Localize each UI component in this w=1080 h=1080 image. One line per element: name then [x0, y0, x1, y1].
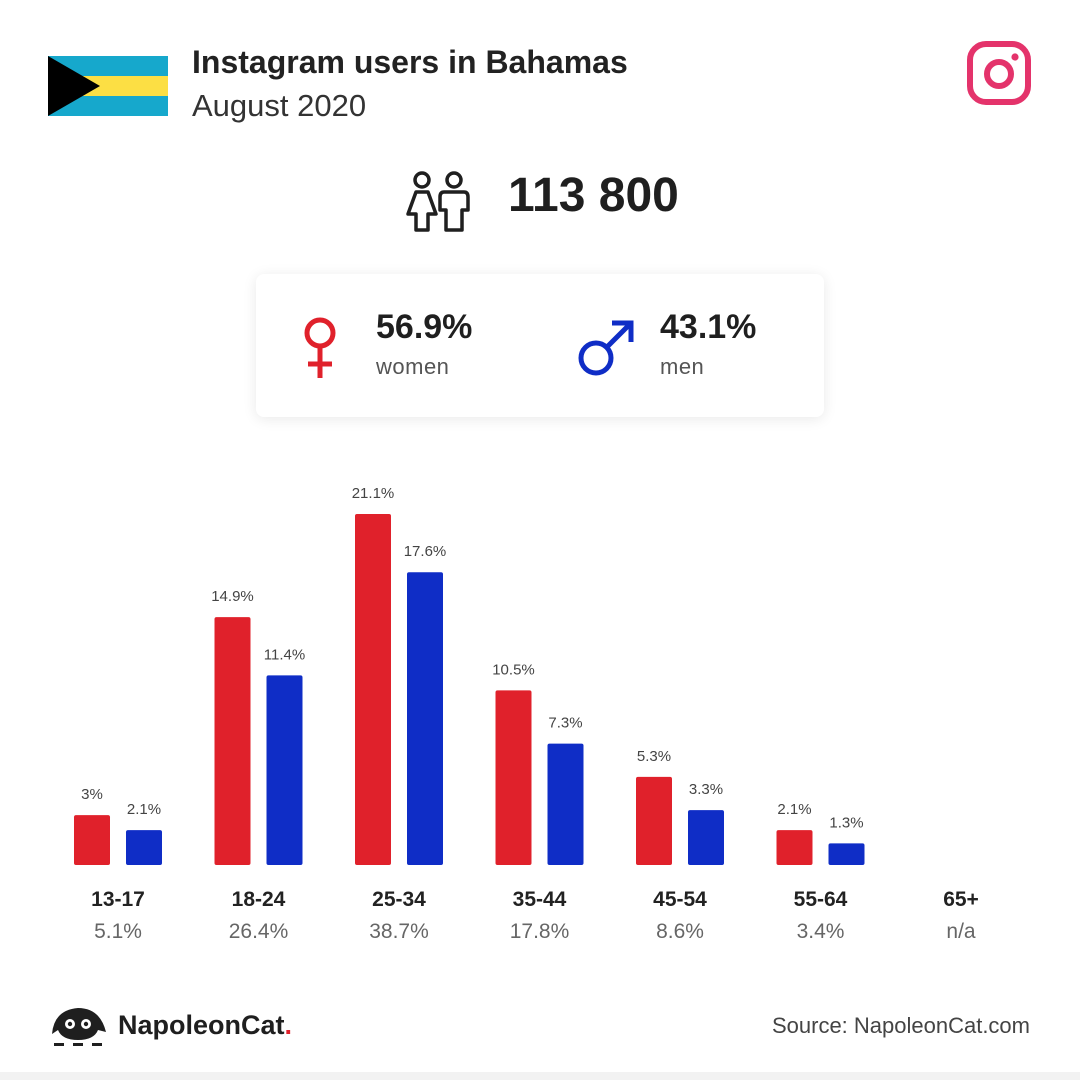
gender-card: 56.9% women 43.1% men	[256, 274, 824, 417]
bar-25-34-s0	[355, 514, 391, 865]
napoleoncat-logo-icon	[52, 1008, 106, 1046]
category-total-13-17: 5.1%	[94, 920, 142, 943]
bar-label-35-44-s0: 10.5%	[492, 661, 535, 678]
bar-35-44-s1	[547, 743, 584, 865]
bar-label-55-64-s0: 2.1%	[777, 801, 811, 818]
male-icon	[578, 320, 634, 376]
women-label: women	[376, 354, 450, 379]
brand-text: NapoleonCat	[118, 1010, 285, 1040]
bar-18-24-s1	[266, 675, 303, 865]
bar-45-54-s0	[636, 776, 672, 865]
category-label-13-17: 13-17	[91, 888, 145, 911]
men-percentage: 43.1%	[660, 308, 757, 346]
bar-18-24-s0	[214, 617, 251, 865]
category-label-18-24: 18-24	[232, 888, 286, 911]
people-icon	[406, 171, 470, 232]
age-chart: 3% 2.1% 13-17 5.1% 14.9% 11.4% 18-24 26.4% 21.1%…	[74, 485, 979, 943]
bar-label-25-34-s1: 17.6%	[404, 543, 447, 560]
category-total-45-54: 8.6%	[656, 920, 704, 943]
category-total-18-24: 26.4%	[229, 920, 289, 943]
category-total-35-44: 17.8%	[510, 920, 570, 943]
category-label-65+: 65+	[943, 888, 979, 911]
brand-dot: .	[284, 1010, 293, 1040]
category-label-25-34: 25-34	[372, 888, 426, 911]
bottom-strip	[0, 1072, 1080, 1080]
category-total-55-64: 3.4%	[797, 920, 845, 943]
page-subtitle: August 2020	[192, 88, 367, 123]
bar-label-45-54-s0: 5.3%	[637, 748, 671, 765]
bar-label-18-24-s0: 14.9%	[211, 588, 254, 605]
bar-45-54-s1	[688, 810, 724, 865]
brand-name: NapoleonCat.	[118, 1010, 292, 1041]
bar-55-64-s0	[776, 830, 813, 865]
female-icon	[304, 317, 336, 378]
bar-label-25-34-s0: 21.1%	[352, 485, 395, 502]
bar-13-17-s0	[74, 815, 110, 865]
page-title: Instagram users in Bahamas	[192, 44, 628, 80]
instagram-icon	[967, 41, 1031, 105]
women-percentage: 56.9%	[376, 308, 473, 346]
bar-35-44-s0	[495, 690, 532, 865]
bar-label-13-17-s0: 3%	[81, 786, 103, 803]
bar-label-35-44-s1: 7.3%	[548, 715, 582, 732]
category-label-55-64: 55-64	[794, 888, 848, 911]
bar-label-55-64-s1: 1.3%	[829, 814, 863, 831]
source-note: Source: NapoleonCat.com	[771, 1013, 1030, 1038]
bar-55-64-s1	[828, 843, 865, 865]
bar-13-17-s1	[126, 830, 162, 865]
category-total-25-34: 38.7%	[369, 920, 429, 943]
bar-label-13-17-s1: 2.1%	[127, 801, 161, 818]
men-label: men	[660, 354, 705, 379]
bar-label-18-24-s1: 11.4%	[264, 646, 305, 663]
category-label-45-54: 45-54	[653, 888, 707, 911]
total-users: 113 800	[508, 169, 679, 222]
bar-label-45-54-s1: 3.3%	[689, 781, 723, 798]
category-label-35-44: 35-44	[513, 888, 567, 911]
bar-25-34-s1	[407, 572, 443, 865]
category-total-65+: n/a	[946, 920, 976, 943]
bahamas-flag-icon	[48, 56, 168, 116]
